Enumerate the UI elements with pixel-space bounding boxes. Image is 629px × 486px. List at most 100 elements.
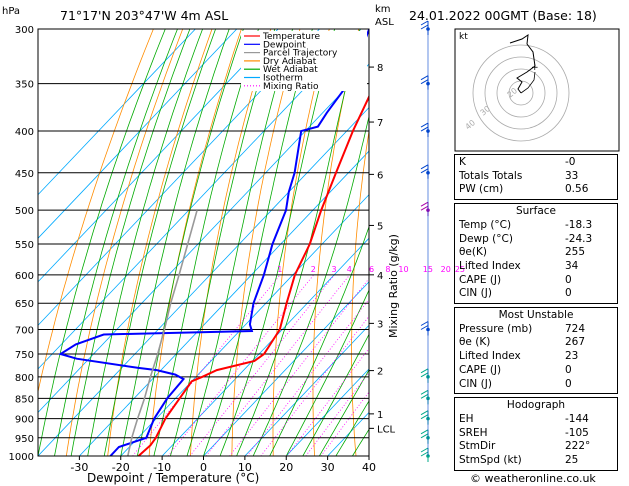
mu-row-label: θe (K) — [459, 336, 491, 349]
pressure-tick-label: 1000 — [9, 452, 34, 463]
hodograph-unit: kt — [459, 32, 468, 42]
pressure-tick-label: 750 — [15, 350, 34, 361]
legend-label: Parcel Trajectory — [263, 49, 338, 59]
mu-row-value: 0 — [565, 377, 572, 390]
legend-label: Dewpoint — [263, 40, 306, 50]
isotherm-line — [38, 106, 369, 456]
wind-barb-flag — [420, 168, 429, 174]
location-title: 71°17'N 203°47'W 4m ASL — [60, 8, 228, 23]
hodo-row-value: -144 — [565, 412, 589, 425]
km-tick-label: 1 — [377, 410, 383, 421]
hodo-row-value: -105 — [565, 426, 589, 439]
dry-adiabat-line — [351, 128, 369, 456]
isotherm-line — [38, 29, 320, 326]
hpa-unit-label: hPa — [2, 6, 20, 17]
x-tick-label: 30 — [321, 461, 335, 474]
legend-label: Dry Adiabat — [263, 57, 317, 67]
hodo-row-label: StmDir — [459, 440, 496, 453]
hodo-row-label: StmSpd (kt) — [459, 454, 522, 467]
wet-adiabat-line — [302, 333, 369, 456]
mixing-ratio-label: 4 — [347, 265, 352, 274]
hodo-row-value: 25 — [565, 454, 579, 467]
wet-adiabat-line — [186, 29, 293, 456]
pressure-tick-label: 450 — [15, 169, 34, 180]
pressure-tick-label: 550 — [15, 240, 34, 251]
pressure-tick-label: 500 — [15, 206, 34, 217]
info-panel: K -0 Totals Totals 33 PW (cm) 0.56 Surface … — [454, 154, 618, 474]
isotherm-line — [244, 324, 369, 456]
most-unstable-table: Most Unstable Pressure (mb) 724 θe (K) 267… — [454, 307, 618, 395]
pressure-tick-label: 300 — [15, 25, 34, 36]
pressure-tick-label: 900 — [15, 415, 34, 426]
wind-barb-flag — [420, 372, 429, 378]
pressure-tick-label: 800 — [15, 373, 34, 384]
x-tick-label: 40 — [362, 461, 376, 474]
wind-barb-flag — [420, 79, 429, 85]
mu-row-value: 23 — [565, 350, 579, 363]
pressure-tick-label: 600 — [15, 271, 34, 282]
pressure-tick-label: 950 — [15, 434, 34, 445]
x-tick-label: 0 — [200, 461, 207, 474]
mixing-ratio-line — [305, 371, 369, 456]
surface-row-label: CAPE (J) — [459, 273, 502, 286]
hodograph-storm-trace — [520, 71, 536, 94]
legend-label: Wet Adiabat — [263, 65, 318, 75]
k-index-label: K — [459, 156, 466, 168]
parcel-trajectory-line — [127, 209, 198, 456]
indices-table: K -0 Totals Totals 33 PW (cm) 0.56 — [454, 154, 618, 201]
km-tick-label: 7 — [377, 118, 383, 129]
wet-adiabat-line — [153, 29, 259, 456]
wind-barb-flag — [420, 389, 429, 395]
isotherm-line — [38, 29, 362, 370]
x-tick-label: -20 — [112, 461, 130, 474]
km-tick-label: 6 — [377, 170, 383, 181]
mixing-ratio-axis-title: Mixing Ratio (g/kg) — [387, 234, 400, 338]
wind-barb-flag — [420, 433, 429, 439]
isotherm-line — [203, 281, 369, 456]
mu-row-value: 724 — [565, 322, 586, 335]
mu-row-label: CIN (J) — [459, 377, 492, 390]
legend-label: Mixing Ratio — [263, 82, 319, 92]
surface-row-value: 0 — [565, 287, 572, 300]
mixing-ratio-label: 3 — [331, 265, 336, 274]
x-tick-label: 10 — [238, 461, 252, 474]
wind-barb-flag — [420, 201, 429, 207]
pressure-tick-label: 350 — [15, 80, 34, 91]
mixing-ratio-line — [246, 298, 369, 456]
surface-row-label: θe(K) — [459, 246, 487, 259]
mu-row-label: Pressure (mb) — [459, 322, 533, 335]
surface-row-value: 0 — [565, 273, 572, 286]
km-unit-label: km — [375, 4, 391, 15]
hodo-row-value: 222° — [565, 440, 591, 453]
x-axis-title: Dewpoint / Temperature (°C) — [87, 471, 259, 485]
wind-barb-flag — [420, 429, 429, 435]
pressure-tick-label: 700 — [15, 326, 34, 337]
mu-row-value: 267 — [565, 336, 586, 349]
dewpoint-line — [58, 29, 369, 456]
mixing-ratio-line — [189, 274, 335, 456]
wet-adiabat-line — [120, 29, 230, 456]
k-index-value: -0 — [565, 156, 576, 168]
totals-totals-label: Totals Totals — [459, 169, 523, 182]
surface-row-value: -24.3 — [565, 232, 593, 245]
x-tick-label: -10 — [153, 461, 171, 474]
legend-label: Isotherm — [263, 74, 303, 84]
surface-row-value: -18.3 — [565, 218, 593, 231]
km-tick-label: 2 — [377, 367, 383, 378]
mixing-ratio-label: 1 — [277, 265, 282, 274]
wind-barb-flag — [420, 24, 429, 30]
wind-barb-flag — [420, 20, 429, 26]
isotherm-line — [38, 29, 238, 239]
isotherm-line — [161, 237, 369, 456]
mixing-ratio-label: 6 — [369, 265, 374, 274]
wind-barb-flag — [420, 122, 429, 128]
wind-barb-flag — [420, 75, 429, 81]
dry-adiabat-line — [231, 29, 301, 456]
wet-adiabat-line — [319, 369, 369, 456]
surface-row-label: Temp (°C) — [459, 218, 512, 231]
hodograph: kt 20 30 40 + — [454, 28, 620, 152]
hodograph-stats-title: Hodograph — [506, 399, 566, 412]
isotherm-line — [38, 29, 279, 283]
wet-adiabat-line — [335, 400, 369, 456]
